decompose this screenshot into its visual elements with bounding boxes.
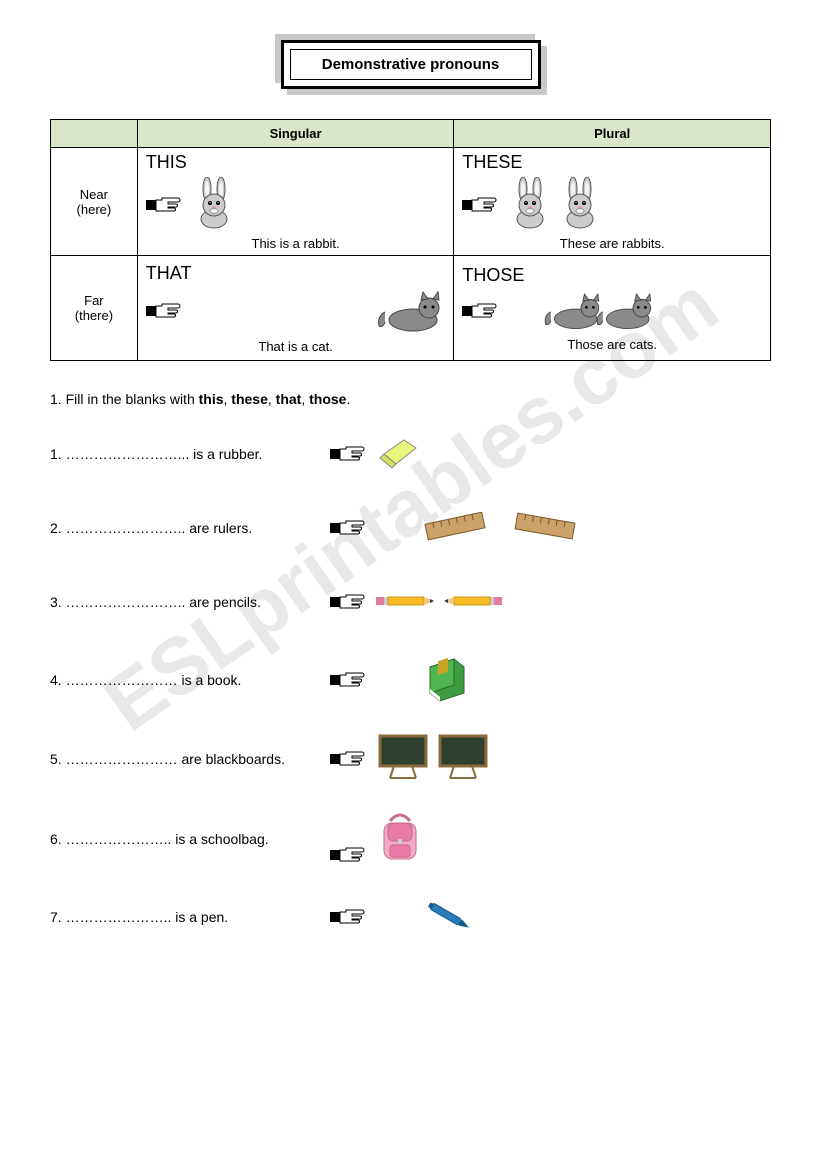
pointing-hand-icon [330,844,370,866]
instructions: 1. Fill in the blanks with this, these, … [50,391,771,407]
pronoun-that: THAT [146,263,446,284]
pointing-hand-icon [330,669,370,691]
grammar-table: Singular Plural Near (here) THIS This is… [50,119,771,361]
pen-icon [420,896,476,939]
sentence-that: That is a cat. [146,339,446,354]
exercise-5: 5. …………………… are blackboards. [50,734,771,783]
rabbit-icon [558,177,602,232]
row-near-label: Near (here) [51,148,138,256]
pointing-hand-icon [462,300,502,322]
exercise-4: 4. …………………… is a book. [50,653,771,706]
header-singular: Singular [137,120,454,148]
pronoun-this: THIS [146,152,446,173]
rabbit-icon [508,177,552,232]
pronoun-these: THESE [462,152,762,173]
blackboard-icon [376,734,430,783]
exercise-5-text: 5. …………………… are blackboards. [50,751,330,767]
exercise-3-text: 3. …………………….. are pencils. [50,594,330,610]
title-box: Demonstrative pronouns [281,40,541,89]
pencil-icon [442,592,502,613]
sentence-those: Those are cats. [462,337,762,352]
page-title: Demonstrative pronouns [290,49,532,80]
cat-icon [594,290,656,333]
pointing-hand-icon [146,300,186,322]
exercise-2: 2. …………………….. are rulers. [50,505,771,551]
exercise-3: 3. …………………….. are pencils. [50,579,771,625]
cat-icon [375,288,445,335]
row-far-label: Far (there) [51,256,138,361]
pointing-hand-icon [330,748,370,770]
pointing-hand-icon [330,517,370,539]
rabbit-icon [192,177,236,232]
pencil-icon [376,592,436,613]
pointing-hand-icon [462,194,502,216]
ruler-icon [420,512,490,545]
eraser-icon [376,436,420,473]
cell-these: THESE These are rabbits. [454,148,771,256]
book-icon [420,653,470,706]
exercise-6: 6. ………………….. is a schoolbag. [50,811,771,866]
exercise-1-text: 1. ……………………... is a rubber. [50,446,330,462]
exercise-6-text: 6. ………………….. is a schoolbag. [50,831,330,847]
ruler-icon [510,512,580,545]
sentence-this: This is a rabbit. [146,236,446,251]
schoolbag-icon [376,811,424,866]
header-plural: Plural [454,120,771,148]
pointing-hand-icon [330,906,370,928]
exercise-7: 7. ………………….. is a pen. [50,894,771,940]
exercise-4-text: 4. …………………… is a book. [50,672,330,688]
cell-those: THOSE Those are cats. [454,256,771,361]
pronoun-those: THOSE [462,265,762,286]
cell-this: THIS This is a rabbit. [137,148,454,256]
exercise-7-text: 7. ………………….. is a pen. [50,909,330,925]
exercise-1: 1. ……………………... is a rubber. [50,431,771,477]
pointing-hand-icon [330,591,370,613]
cell-that: THAT That is a cat. [137,256,454,361]
pointing-hand-icon [330,443,370,465]
blackboard-icon [436,734,490,783]
exercise-2-text: 2. …………………….. are rulers. [50,520,330,536]
sentence-these: These are rabbits. [462,236,762,251]
header-empty [51,120,138,148]
pointing-hand-icon [146,194,186,216]
